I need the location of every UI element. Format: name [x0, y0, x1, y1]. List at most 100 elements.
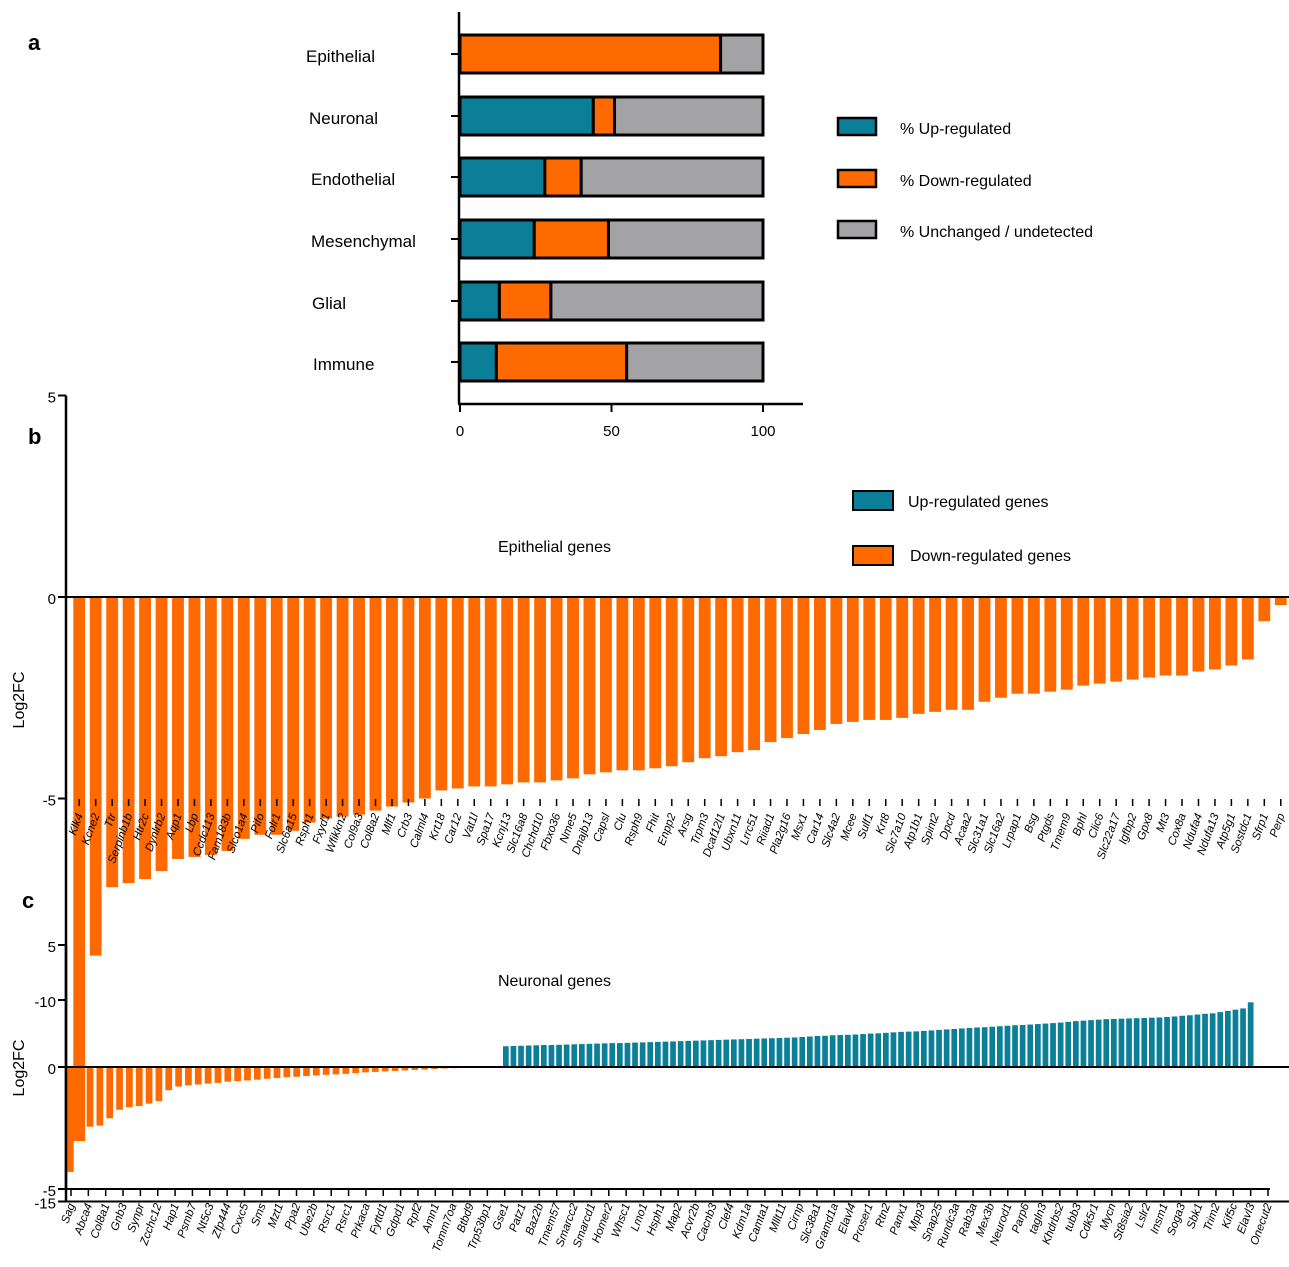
bar-c-up: [867, 1033, 874, 1067]
bar-c-down: [303, 1067, 310, 1077]
bar-c-up: [1171, 1016, 1178, 1067]
bar-c-up: [700, 1040, 707, 1067]
bar-c-up: [1133, 1018, 1140, 1067]
bar-b-acaa2: [962, 597, 974, 710]
bar-c-up: [928, 1030, 935, 1067]
x-tick-label-a: 100: [750, 423, 775, 440]
bar-b-slc4a2: [830, 597, 843, 724]
bar-c-up: [1240, 1008, 1246, 1067]
bar-c-down: [273, 1067, 281, 1078]
bar-b-krt18: [435, 597, 448, 791]
panel-b-epithelial-bar-chart: Epithelial genes Log2FC Up-regulated gen…: [11, 390, 1289, 1213]
bar-b-atp5g1: [1225, 597, 1238, 666]
legend-a-label-0: % Up-regulated: [900, 121, 1011, 138]
gene-label-c: Sag: [60, 1201, 78, 1225]
bar-b-ccdc113: [204, 597, 217, 855]
chart-b-ylabel: Log2FC: [11, 672, 28, 729]
bar-b-mt3: [1159, 597, 1172, 676]
bar-c-down: [332, 1067, 340, 1075]
bar-b-lrpap1: [1011, 597, 1024, 694]
bar-c-down: [175, 1067, 182, 1087]
bar-c-up: [715, 1039, 722, 1067]
bar-a-neuronal-s0: [458, 95, 595, 137]
bar-b-mcee: [846, 597, 859, 722]
bar-c-up: [959, 1028, 965, 1067]
bar-b-spa17: [484, 597, 497, 787]
bar-c-up: [898, 1031, 904, 1067]
bar-c-down: [116, 1067, 123, 1110]
bar-c-up: [1149, 1017, 1155, 1067]
bar-c-up: [1111, 1018, 1117, 1067]
bar-b-igfbp2: [1126, 597, 1139, 680]
bar-b-lrrc51: [748, 597, 760, 751]
bar-c-up: [571, 1044, 578, 1067]
bar-c-up: [936, 1029, 942, 1067]
bar-b-serpinb1b: [122, 597, 135, 884]
bar-c-up: [1095, 1019, 1102, 1067]
bar-a-epithelial-s1: [458, 33, 723, 75]
category-label-neuronal: Neuronal: [309, 109, 378, 128]
bar-b-dynlrb2: [155, 597, 168, 872]
bar-b-atp1b1: [912, 597, 925, 714]
bar-b-fxyd1: [320, 597, 333, 819]
bar-c-up: [913, 1031, 920, 1067]
bar-c-down: [401, 1067, 409, 1071]
bar-c-down: [322, 1067, 330, 1075]
bar-b-mlf1: [386, 597, 398, 807]
bar-a-neuronal-s1: [591, 95, 617, 137]
bar-a-glial-s0: [458, 280, 501, 322]
bar-c-down: [283, 1067, 291, 1078]
bar-b-tmem9: [1060, 597, 1073, 690]
bar-c-down: [372, 1067, 379, 1072]
bar-c-up: [829, 1035, 836, 1067]
bar-c-up: [1194, 1014, 1201, 1067]
bar-c-up: [579, 1044, 585, 1067]
bar-c-up: [1225, 1010, 1231, 1067]
bar-c-up: [1187, 1015, 1193, 1067]
bar-c-down: [76, 1067, 84, 1136]
category-label-mesenchymal: Mesenchymal: [311, 232, 416, 251]
legend-up-swatch: [852, 490, 894, 511]
bar-b-kcne2: [89, 597, 102, 956]
bar-b-gpx8: [1143, 597, 1156, 678]
bar-b-wfikkn2: [336, 597, 349, 817]
category-label-epithelial: Epithelial: [306, 47, 375, 66]
bar-b-aqp1: [172, 597, 184, 859]
gene-label-b: Ttr: [103, 811, 119, 829]
bar-b-fhit: [649, 597, 662, 769]
bar-b-clic6: [1093, 597, 1106, 684]
bar-c-up: [708, 1040, 714, 1067]
legend-a-swatch-1: [836, 168, 878, 189]
bar-c-down: [421, 1067, 428, 1070]
bar-c-down: [234, 1067, 241, 1082]
y-tick-label-b: -5: [43, 793, 56, 810]
bar-c-down: [165, 1067, 173, 1091]
panel-a-stacked-bar-chart: Epithelial Neuronal Endothelial Mesenchymal…: [306, 12, 1093, 440]
bar-c-up: [647, 1042, 654, 1067]
bar-b-slc22a17: [1110, 597, 1123, 682]
bar-b-nme5: [567, 597, 579, 779]
bar-c-up: [525, 1045, 532, 1067]
bar-c-down: [145, 1067, 153, 1104]
bar-b-kcnj13: [501, 597, 514, 785]
y-tick-label-b: 0: [48, 591, 56, 608]
bar-c-up: [503, 1046, 509, 1067]
bar-c-up: [1004, 1025, 1011, 1067]
bar-c-up: [662, 1041, 669, 1067]
bar-c-up: [890, 1032, 897, 1067]
bar-c-up: [761, 1038, 768, 1067]
bar-a-immune-s0: [458, 341, 498, 383]
bar-c-down: [381, 1067, 389, 1072]
bar-c-up: [1126, 1018, 1132, 1067]
bar-c-up: [594, 1043, 600, 1067]
bar-c-up: [1080, 1020, 1087, 1067]
bar-c-up: [1217, 1012, 1224, 1067]
panel-letter-b: b: [28, 424, 41, 449]
bar-c-down: [67, 1067, 74, 1172]
bar-b-htr2c: [139, 597, 151, 880]
bar-b-chchd10: [534, 597, 547, 783]
bar-b-car14: [813, 597, 826, 730]
bar-c-up: [776, 1037, 783, 1067]
bar-c-down: [204, 1067, 212, 1084]
bar-b-crb3: [402, 597, 415, 803]
